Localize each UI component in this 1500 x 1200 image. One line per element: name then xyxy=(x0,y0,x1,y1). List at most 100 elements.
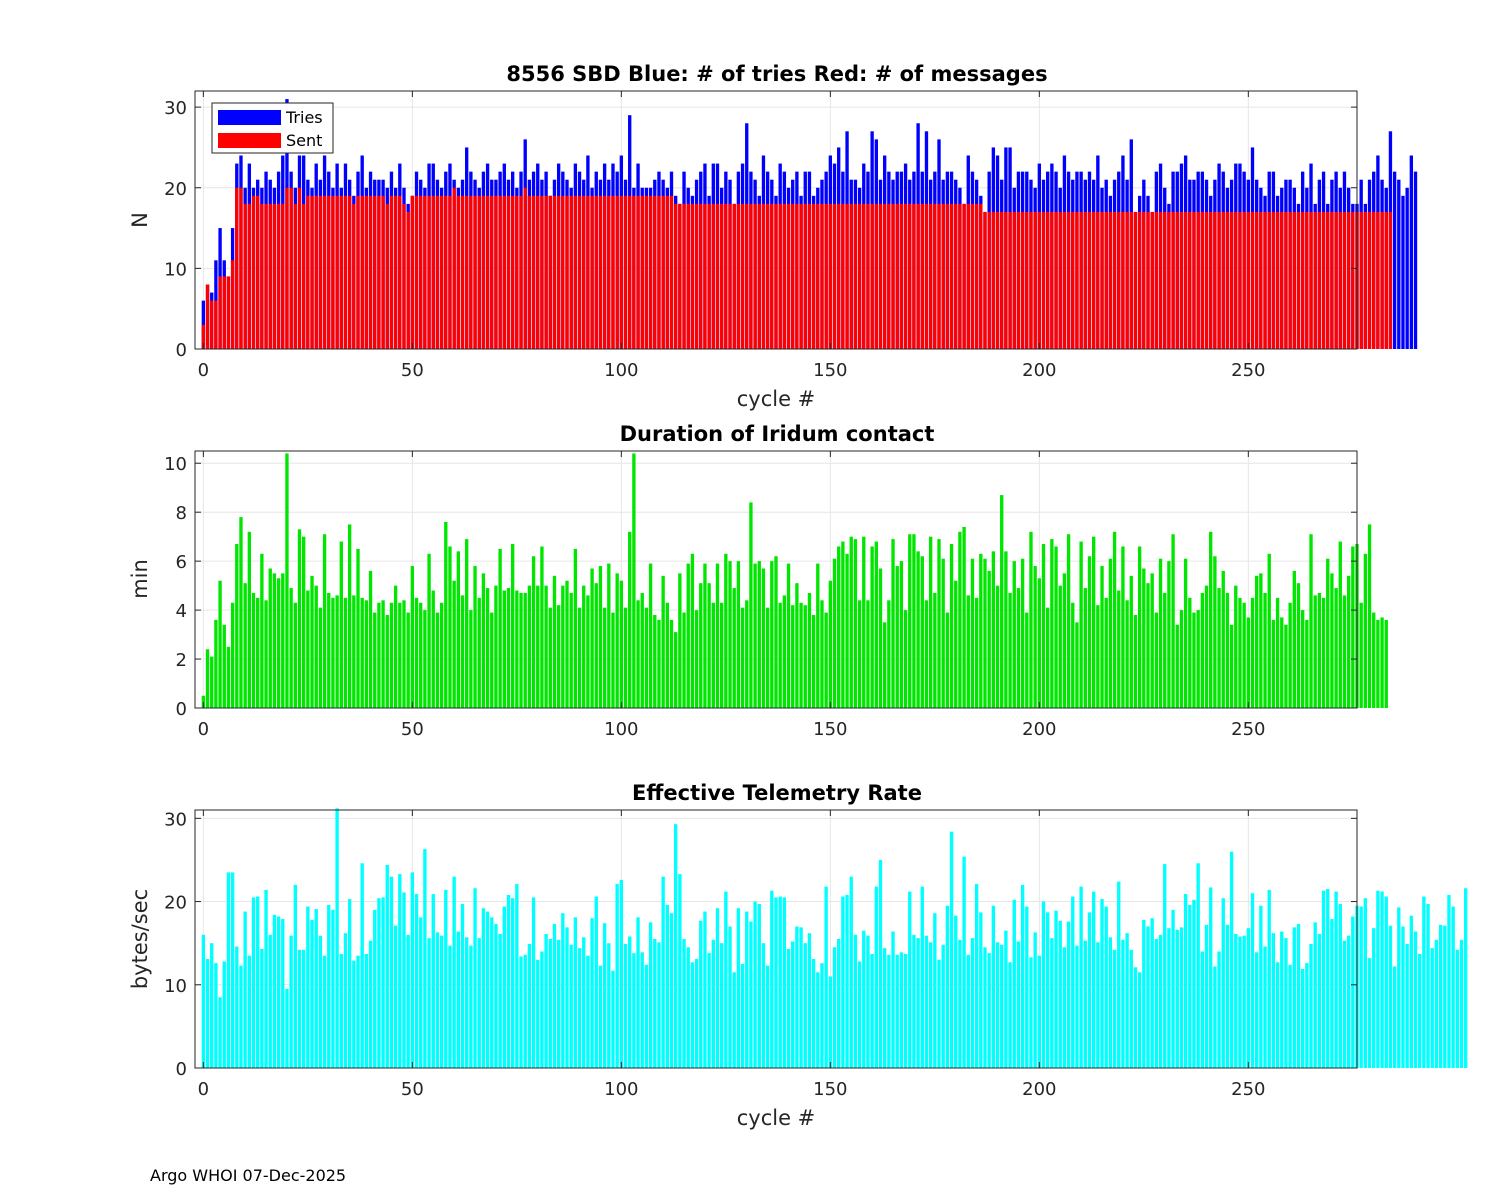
bar-duration-245 xyxy=(1225,592,1230,708)
bar-duration-259 xyxy=(1284,624,1288,708)
bar-duration-139 xyxy=(782,595,787,708)
bar-rate-223 xyxy=(1133,967,1138,1068)
bar-sent-22 xyxy=(293,203,297,349)
bar-sent-243 xyxy=(1217,211,1221,349)
bar-rate-161 xyxy=(874,886,878,1068)
bar-sent-16 xyxy=(268,203,272,349)
bar-duration-211 xyxy=(1083,588,1087,708)
x-tick-label: 250 xyxy=(1231,1079,1265,1100)
bar-duration-24 xyxy=(302,536,306,708)
bar-duration-231 xyxy=(1167,561,1171,708)
bar-sent-253 xyxy=(1259,211,1263,349)
bar-rate-135 xyxy=(765,965,770,1068)
bar-rate-20 xyxy=(285,988,289,1068)
bar-duration-90 xyxy=(577,607,582,708)
bar-rate-3 xyxy=(214,963,218,1068)
bar-duration-88 xyxy=(569,592,573,708)
bar-sent-109 xyxy=(657,195,661,349)
bar-duration-27 xyxy=(314,585,318,708)
bar-duration-181 xyxy=(958,531,962,708)
bar-duration-199 xyxy=(1033,566,1037,708)
x-tick-label: 250 xyxy=(1231,360,1265,381)
bar-rate-137 xyxy=(774,897,778,1068)
panel-1-title: 8556 SBD Blue: # of tries Red: # of mess… xyxy=(506,62,1047,86)
bar-sent-283 xyxy=(1384,211,1388,349)
bar-rate-248 xyxy=(1238,936,1242,1068)
bar-duration-273 xyxy=(1342,595,1347,708)
y-tick-label: 0 xyxy=(176,1059,187,1080)
x-tick-label: 100 xyxy=(604,360,638,381)
bar-duration-244 xyxy=(1221,570,1225,708)
bar-rate-32 xyxy=(335,808,339,1068)
bar-sent-10 xyxy=(243,203,247,349)
bar-sent-103 xyxy=(632,195,636,349)
bar-rate-118 xyxy=(694,958,699,1068)
bar-rate-268 xyxy=(1321,890,1326,1068)
bar-duration-102 xyxy=(628,531,632,708)
bar-sent-29 xyxy=(322,195,327,349)
bar-sent-73 xyxy=(506,195,511,349)
bar-duration-130 xyxy=(745,600,749,708)
bar-sent-249 xyxy=(1242,211,1246,349)
bar-rate-129 xyxy=(740,963,745,1068)
bar-duration-204 xyxy=(1054,546,1058,708)
bar-sent-41 xyxy=(373,195,377,349)
bar-duration-227 xyxy=(1150,573,1154,708)
bar-rate-21 xyxy=(289,935,293,1068)
bar-rate-226 xyxy=(1146,926,1150,1068)
bar-duration-263 xyxy=(1300,610,1305,708)
bar-duration-2 xyxy=(210,656,214,708)
bar-duration-219 xyxy=(1117,590,1121,708)
bar-duration-239 xyxy=(1200,592,1205,708)
bar-duration-149 xyxy=(824,612,828,708)
bar-duration-166 xyxy=(895,566,899,708)
bar-rate-261 xyxy=(1292,927,1296,1068)
bar-rate-37 xyxy=(356,955,360,1068)
bar-duration-54 xyxy=(427,553,431,708)
bar-sent-176 xyxy=(937,203,941,349)
bar-sent-199 xyxy=(1033,211,1037,349)
bar-sent-92 xyxy=(586,195,590,349)
bar-sent-262 xyxy=(1296,211,1301,349)
bar-rate-267 xyxy=(1317,934,1322,1068)
bar-rate-2 xyxy=(210,943,214,1068)
bar-rate-155 xyxy=(849,876,853,1068)
bar-rate-204 xyxy=(1054,910,1058,1068)
bar-rate-29 xyxy=(322,955,327,1068)
bar-rate-302 xyxy=(1464,888,1468,1068)
bar-duration-242 xyxy=(1213,556,1217,708)
bar-sent-133 xyxy=(757,203,761,349)
bar-sent-42 xyxy=(377,195,381,349)
bar-sent-5 xyxy=(222,276,226,349)
bar-duration-127 xyxy=(732,588,736,708)
bar-sent-271 xyxy=(1334,211,1338,349)
bar-sent-79 xyxy=(531,195,536,349)
bar-rate-258 xyxy=(1280,931,1284,1068)
bar-rate-131 xyxy=(749,921,753,1068)
bar-rate-116 xyxy=(686,947,690,1068)
bar-sent-186 xyxy=(979,203,983,349)
bar-duration-214 xyxy=(1096,605,1100,708)
bar-sent-221 xyxy=(1125,211,1129,349)
bar-rate-109 xyxy=(657,942,661,1068)
bar-rate-157 xyxy=(857,961,862,1068)
bar-duration-115 xyxy=(682,612,686,708)
bar-sent-167 xyxy=(899,203,904,349)
bar-sent-219 xyxy=(1117,211,1121,349)
bar-rate-47 xyxy=(398,874,402,1068)
bar-duration-203 xyxy=(1050,539,1054,708)
bar-duration-189 xyxy=(991,551,996,708)
bar-duration-133 xyxy=(757,561,761,708)
bar-rate-18 xyxy=(276,916,281,1068)
bar-rate-184 xyxy=(970,938,975,1068)
bar-duration-119 xyxy=(699,583,703,708)
bar-duration-275 xyxy=(1351,546,1355,708)
bar-rate-1 xyxy=(205,958,210,1068)
bar-sent-236 xyxy=(1188,211,1192,349)
bar-rate-194 xyxy=(1012,899,1016,1068)
bar-duration-217 xyxy=(1108,558,1113,708)
bar-rate-14 xyxy=(260,948,264,1068)
bar-duration-118 xyxy=(694,610,699,708)
bar-sent-197 xyxy=(1025,211,1029,349)
bar-rate-98 xyxy=(611,970,615,1068)
